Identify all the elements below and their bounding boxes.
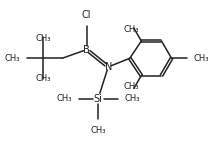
Text: CH₃: CH₃ [90,126,106,135]
Text: CH₃: CH₃ [57,94,72,103]
Text: CH₃: CH₃ [123,82,139,91]
Text: CH₃: CH₃ [36,34,51,43]
Text: CH₃: CH₃ [124,94,140,103]
Text: Si: Si [94,94,103,104]
Text: CH₃: CH₃ [5,54,20,63]
Text: CH₃: CH₃ [36,74,51,83]
Text: B: B [83,45,90,55]
Text: CH₃: CH₃ [123,25,139,34]
Text: N: N [104,62,112,72]
Text: Cl: Cl [82,10,91,20]
Text: CH₃: CH₃ [193,54,209,63]
